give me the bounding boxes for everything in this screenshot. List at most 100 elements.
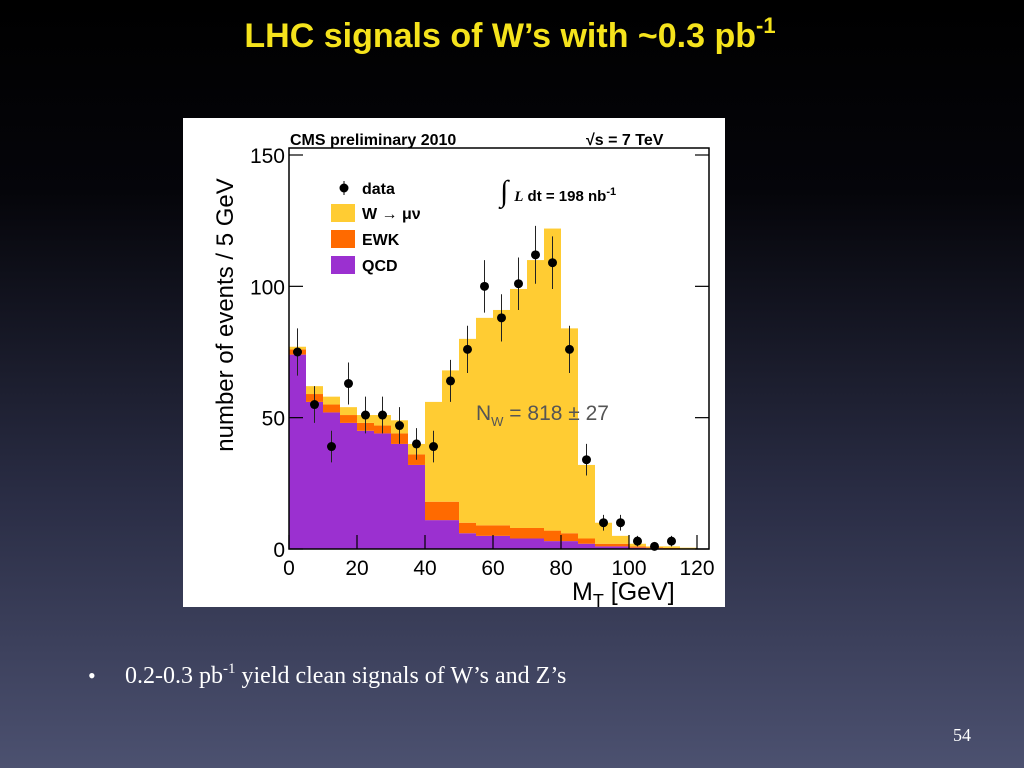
histogram-segment	[459, 522, 476, 534]
histogram-segment	[612, 543, 629, 547]
data-point	[565, 344, 574, 354]
x-tick-label: 80	[549, 557, 572, 580]
data-point	[514, 279, 523, 289]
data-point	[429, 442, 438, 452]
histogram-segment	[459, 533, 476, 549]
legend-swatch	[331, 230, 355, 248]
histogram-segment	[493, 535, 510, 549]
data-point	[378, 410, 387, 420]
data-point	[361, 410, 370, 420]
histogram-segment	[663, 547, 680, 549]
lumi-sup: -1	[606, 186, 616, 198]
histogram-segment	[289, 354, 306, 549]
data-point	[395, 421, 404, 431]
histogram-segment	[510, 538, 527, 549]
x-axis-label: MT [GeV]	[572, 578, 675, 611]
title-sup: -1	[756, 13, 776, 38]
title-text: LHC signals of W’s with ~0.3 pb	[244, 17, 756, 55]
lumi-integral: ∫	[498, 175, 510, 210]
plot-frame	[288, 147, 710, 550]
yield-n: N	[476, 402, 491, 425]
histogram-segment	[425, 501, 442, 521]
x-tick-label: 60	[481, 557, 504, 580]
histogram-segment	[544, 530, 561, 542]
histogram-segment	[323, 404, 340, 413]
histogram-segment	[663, 546, 680, 548]
data-point	[412, 439, 421, 449]
histogram-segment	[340, 422, 357, 549]
histogram-segment	[680, 547, 697, 549]
lumi-text: dt = 198 nb	[523, 188, 606, 205]
histogram-segment	[374, 433, 391, 549]
histogram-segment	[476, 535, 493, 549]
histogram-segment	[408, 464, 425, 549]
histogram-segment	[578, 543, 595, 549]
histogram-segment	[578, 464, 595, 539]
histogram-segment	[595, 543, 612, 547]
legend-marker	[339, 183, 349, 193]
legend-label: EWK	[362, 232, 400, 249]
histogram-segment	[442, 370, 459, 502]
histogram-segment	[612, 535, 629, 544]
histogram-segment	[306, 401, 323, 549]
y-axis-label: number of events / 5 GeV	[212, 178, 239, 451]
annotation: CMS preliminary 2010	[290, 132, 456, 149]
data-point	[582, 455, 591, 465]
data-point	[446, 376, 455, 386]
histogram-segment	[391, 443, 408, 549]
histogram-segment	[595, 522, 612, 544]
x-label-unit: [GeV]	[604, 578, 675, 606]
histogram-segment	[561, 328, 578, 534]
histogram-segment	[510, 527, 527, 539]
histogram-segment	[612, 546, 629, 549]
histogram-segment	[561, 533, 578, 542]
x-tick-label: 100	[611, 557, 646, 580]
x-tick-label: 0	[283, 557, 295, 580]
histogram-segment	[476, 317, 493, 526]
x-tick-label: 120	[679, 557, 714, 580]
data-point	[548, 258, 557, 268]
data-point	[667, 536, 676, 546]
bullet-post: yield clean signals of W’s and Z’s	[236, 663, 567, 689]
y-tick-label: 100	[250, 276, 285, 299]
histogram-segment	[510, 288, 527, 528]
bullet-sup: -1	[223, 661, 236, 677]
data-point	[599, 518, 608, 528]
histogram-segment	[544, 228, 561, 531]
data-point	[463, 344, 472, 354]
data-point	[344, 379, 353, 389]
data-point	[616, 518, 625, 528]
annotation: √s = 7 TeV	[586, 132, 664, 149]
bullet-marker: •	[88, 663, 96, 688]
legend-label: data	[362, 181, 395, 198]
data-point	[531, 250, 540, 260]
histogram-segment	[527, 527, 544, 539]
histogram-segment	[561, 541, 578, 549]
histogram-segment	[442, 501, 459, 521]
x-tick-label: 40	[413, 557, 436, 580]
slide-title: LHC signals of W’s with ~0.3 pb-1	[244, 13, 775, 55]
yield-text: = 818 ± 27	[503, 402, 609, 425]
annotation: ∫ L dt = 198 nb-1	[498, 175, 616, 210]
yield-sub: W	[491, 414, 504, 429]
histogram-segment	[442, 520, 459, 549]
y-tick-label: 150	[250, 145, 285, 168]
page-number: 54	[953, 725, 971, 745]
chart: 0 50 100 150 0 20 40 60 80 100 120 number of events…	[212, 132, 715, 611]
histogram-segment	[340, 415, 357, 423]
histogram-segment	[323, 396, 340, 405]
legend-swatch	[331, 256, 355, 274]
legend-label: W → μν	[362, 206, 421, 223]
lumi-l: L	[513, 189, 523, 205]
histogram-segment	[544, 541, 561, 549]
histogram-segment	[425, 520, 442, 549]
histogram-segment	[595, 546, 612, 549]
histogram-segment	[476, 525, 493, 536]
histogram-segment	[493, 525, 510, 536]
histogram-segment	[493, 309, 510, 526]
bullet-text: 0.2-0.3 pb-1 yield clean signals of W’s …	[125, 661, 566, 689]
x-label-sub: T	[593, 591, 604, 611]
histogram-segment	[527, 538, 544, 549]
